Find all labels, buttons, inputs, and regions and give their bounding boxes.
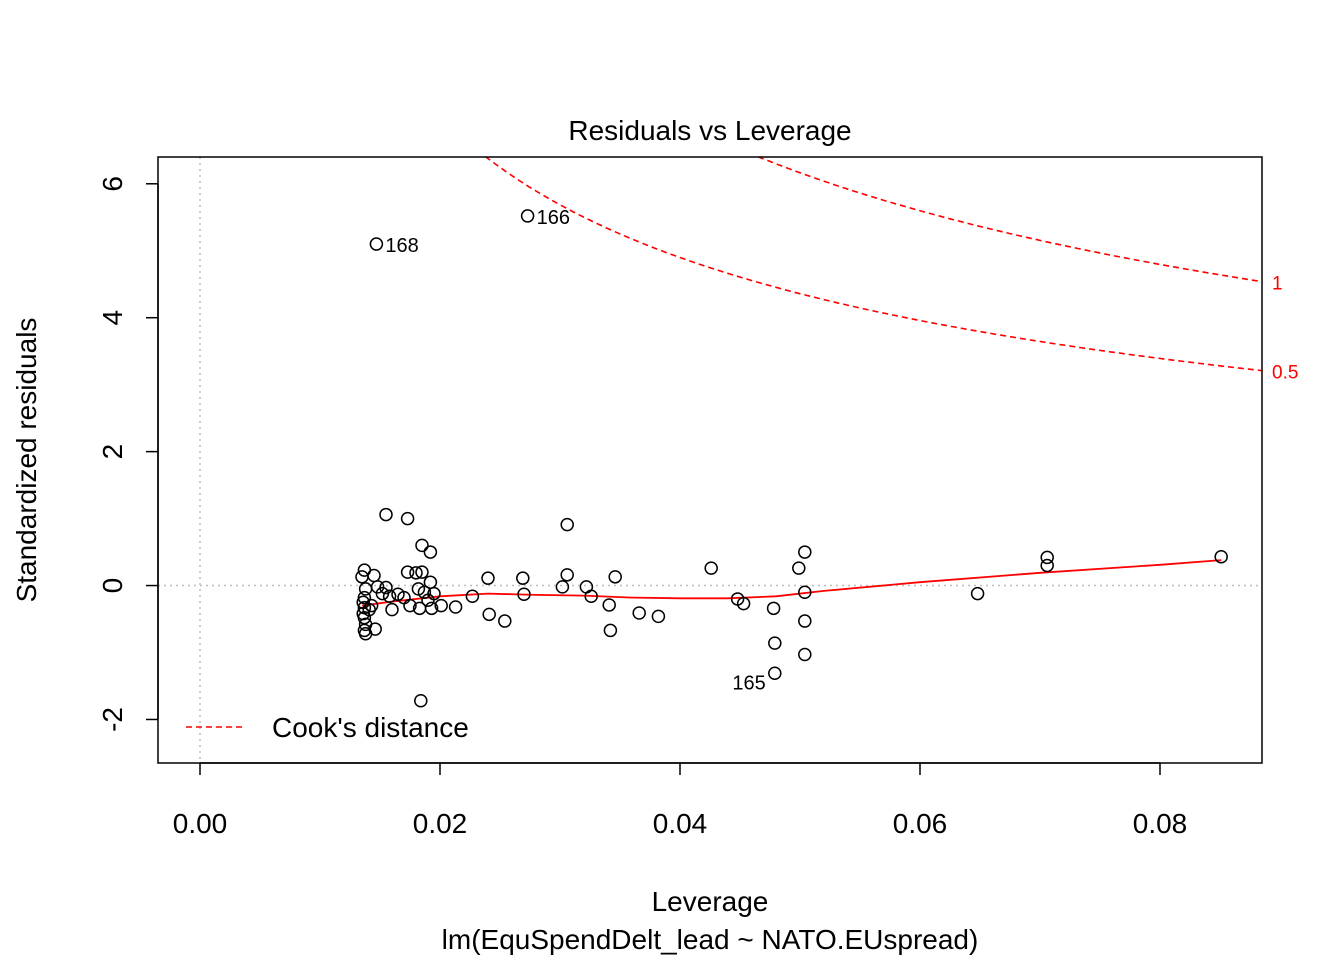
y-tick-label: 2: [97, 444, 128, 460]
reference-lines: [158, 157, 1262, 763]
data-point: [415, 565, 429, 579]
data-point: [448, 600, 463, 614]
data-point: [1040, 558, 1054, 573]
data-point: [423, 575, 438, 589]
point-label: 168: [385, 235, 418, 257]
y-tick-label: 0: [97, 578, 128, 594]
data-point: [651, 609, 666, 624]
x-tick-label: 0.00: [173, 808, 228, 839]
data-point: [385, 602, 399, 617]
data-point: [560, 568, 574, 582]
data-point: [603, 623, 618, 638]
data-point: [400, 511, 415, 526]
point-label: 165: [732, 672, 765, 694]
data-point: [766, 601, 781, 616]
y-tick-label: 6: [97, 176, 128, 192]
point-labels: 168 166 165: [385, 207, 765, 694]
data-point: [368, 622, 382, 636]
data-point: [704, 561, 718, 575]
x-tick-label: 0.06: [893, 808, 948, 839]
legend-label: Cook's distance: [272, 712, 469, 743]
data-point: [367, 568, 381, 583]
data-point: [520, 209, 535, 223]
data-point: [602, 598, 616, 612]
data-point: [364, 598, 379, 613]
data-point: [798, 545, 812, 559]
data-point: [517, 587, 531, 602]
data-point: [379, 507, 393, 522]
data-point: [579, 580, 594, 594]
data-point: [423, 545, 438, 559]
data-point: [970, 586, 985, 601]
data-point: [608, 570, 622, 584]
data-point: [632, 606, 646, 620]
data-point: [798, 614, 812, 628]
data-point: [1214, 550, 1228, 564]
data-point: [369, 237, 384, 251]
data-point: [798, 585, 812, 599]
cooks-contour-1: [756, 157, 1262, 283]
x-tick-label: 0.02: [413, 808, 468, 839]
data-point: [414, 693, 428, 708]
data-point: [400, 565, 415, 579]
data-point: [370, 580, 385, 594]
data-point: [584, 589, 598, 604]
data-point: [498, 614, 512, 628]
data-point: [1040, 550, 1054, 565]
y-axis: -2 0 2 4 6: [97, 176, 159, 732]
data-point: [427, 586, 441, 601]
data-point: [768, 666, 782, 681]
data-point: [798, 647, 812, 662]
data-points: [355, 209, 1228, 708]
cooks-contour-label: 1: [1272, 274, 1283, 295]
cooks-distance-contours: [484, 157, 1262, 372]
data-point: [415, 538, 429, 553]
data-point: [768, 636, 782, 650]
y-tick-label: 4: [97, 310, 128, 326]
chart-title: Residuals vs Leverage: [568, 115, 851, 146]
data-point: [792, 561, 806, 575]
smooth-line-group: [361, 559, 1222, 607]
data-point: [424, 601, 439, 616]
x-tick-label: 0.04: [653, 808, 708, 839]
data-point: [560, 517, 574, 532]
legend: Cook's distance: [186, 712, 469, 743]
point-label: 166: [537, 207, 570, 229]
cooks-contour-label: 0.5: [1272, 363, 1298, 384]
data-point: [465, 589, 480, 604]
data-point: [482, 607, 496, 622]
chart-subtitle: lm(EquSpendDelt_lead ~ NATO.EUspread): [442, 924, 979, 955]
data-point: [736, 596, 751, 611]
data-point: [417, 585, 432, 599]
data-point: [481, 571, 495, 585]
data-point: [355, 570, 369, 584]
x-tick-label: 0.08: [1133, 808, 1188, 839]
y-tick-label: -2: [97, 707, 128, 732]
smooth-line: [361, 559, 1222, 607]
data-point: [516, 571, 530, 585]
y-axis-label: Standardized residuals: [11, 318, 42, 603]
x-axis-label: Leverage: [652, 886, 769, 917]
data-point: [434, 598, 448, 613]
data-point: [382, 589, 397, 604]
x-axis: 0.00 0.02 0.04 0.06 0.08: [173, 762, 1188, 839]
data-point: [379, 580, 393, 595]
data-point: [409, 566, 423, 580]
plot-frame: [157, 156, 1263, 764]
cooks-contour-0.5: [484, 157, 1262, 372]
data-point: [403, 598, 417, 613]
data-point: [555, 580, 570, 594]
